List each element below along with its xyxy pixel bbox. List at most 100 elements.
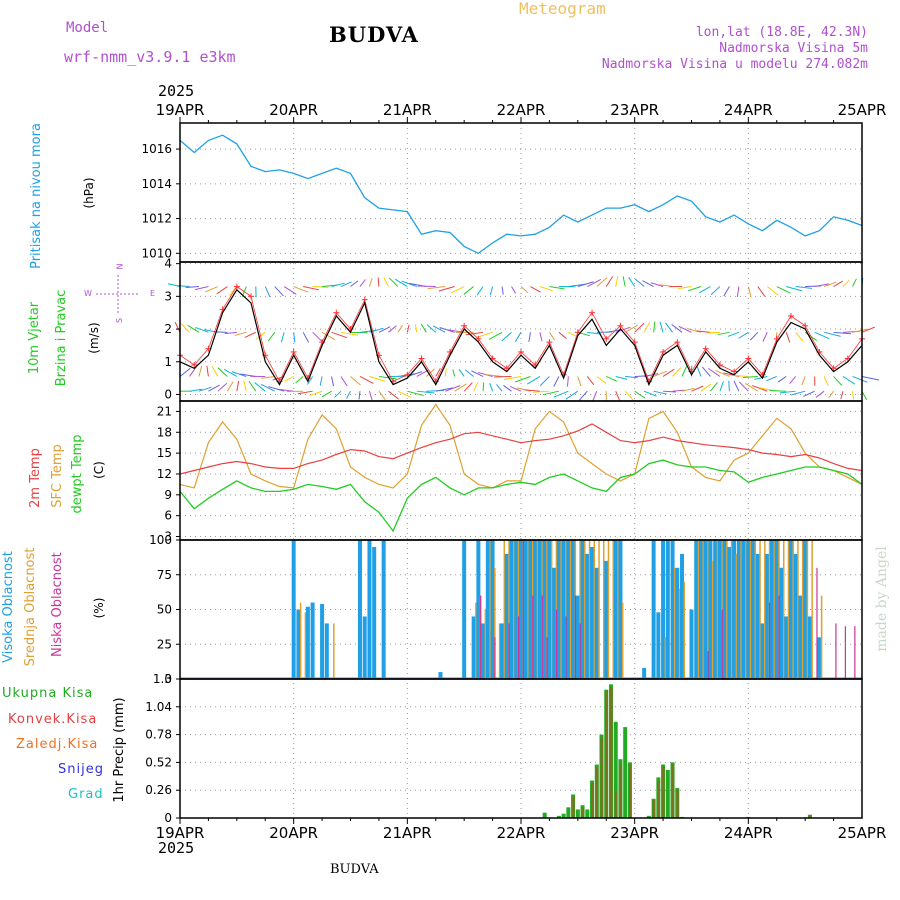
wind-arrow bbox=[471, 370, 484, 377]
wind-arrow bbox=[615, 390, 621, 402]
wind-arrow bbox=[696, 330, 711, 333]
model-label: Model bbox=[66, 20, 109, 36]
cloud-high-bar bbox=[571, 540, 576, 679]
wind-arrow bbox=[211, 366, 219, 377]
wind-arrow bbox=[383, 277, 389, 287]
date-label-bottom: 19APR bbox=[156, 824, 205, 842]
cloud-mid-bar bbox=[503, 540, 506, 679]
wind-arrow bbox=[801, 376, 806, 386]
wind-arrow bbox=[488, 331, 503, 340]
wind-arrow bbox=[587, 331, 602, 335]
wind-arrow bbox=[195, 326, 209, 333]
cloud-high-bar bbox=[471, 616, 476, 679]
gust-line bbox=[179, 285, 863, 383]
wind-arrow bbox=[624, 390, 634, 401]
wind-arrow bbox=[489, 286, 494, 296]
cloud-low-bar bbox=[518, 616, 520, 679]
wind-arrow bbox=[596, 277, 608, 287]
wind-arrow bbox=[509, 385, 522, 392]
cloud-high-bar bbox=[438, 672, 443, 679]
cloud-high-bar bbox=[296, 609, 301, 679]
cloud-high-bar bbox=[485, 540, 490, 679]
wind-arrow bbox=[738, 381, 749, 392]
wind-arrow bbox=[526, 376, 541, 385]
wind-arrow bbox=[501, 286, 504, 295]
wind-arrow bbox=[224, 331, 237, 335]
wind-arrow bbox=[624, 324, 638, 333]
wind-arrow bbox=[568, 283, 586, 288]
precip-convective-bar bbox=[609, 687, 613, 818]
cloud-high-bar bbox=[741, 540, 746, 679]
wind-arrow bbox=[681, 387, 695, 392]
cloud-low-bar bbox=[854, 626, 856, 679]
chart-title: Meteogram bbox=[519, 0, 606, 18]
wind-arrow bbox=[539, 332, 543, 342]
precip-total-bar bbox=[575, 809, 580, 818]
cloud-mid-bar bbox=[745, 540, 747, 679]
cloud-mid-bar bbox=[546, 540, 548, 679]
cloud-low-bar bbox=[494, 637, 496, 679]
cloud-mid-bar bbox=[299, 602, 302, 679]
cloud-mid-bar bbox=[764, 540, 766, 679]
wind-arrow bbox=[283, 286, 297, 295]
precip-convective-bar bbox=[600, 737, 604, 818]
cloud-mid-bar bbox=[702, 540, 704, 679]
wind-arrow bbox=[596, 376, 607, 384]
wind-arrow bbox=[747, 286, 752, 298]
wind-arrow bbox=[489, 382, 494, 392]
wind-arrow bbox=[634, 278, 645, 287]
cloud-high-bar bbox=[462, 540, 467, 679]
wind-arrow bbox=[321, 331, 336, 341]
wind-arrow bbox=[728, 380, 730, 392]
wind-arrow bbox=[312, 331, 323, 342]
cloud-high-bar bbox=[746, 540, 751, 679]
wind-arrow bbox=[189, 388, 203, 392]
precip-total-bar bbox=[542, 812, 547, 818]
wind-arrow bbox=[416, 390, 435, 394]
cloud-mid-bar bbox=[707, 540, 709, 679]
wind-arrow bbox=[785, 332, 791, 343]
wind-arrow bbox=[644, 373, 659, 377]
wind-arrow bbox=[303, 286, 320, 291]
precip-convective-bar bbox=[605, 691, 608, 818]
cloud-high-bar bbox=[291, 540, 296, 679]
wind-arrow bbox=[293, 332, 296, 343]
cloud-mid-bar bbox=[527, 540, 529, 679]
wind-arrow bbox=[606, 376, 618, 382]
wind-arrow bbox=[710, 286, 721, 296]
cloud-high-bar bbox=[509, 540, 514, 679]
wind-arrow bbox=[426, 324, 437, 333]
cloud-high-bar bbox=[514, 540, 519, 679]
cloud-high-bar bbox=[713, 540, 718, 679]
wind-arrow bbox=[206, 365, 209, 377]
wind-arrow bbox=[217, 367, 228, 377]
cloud-mid-bar bbox=[565, 540, 567, 679]
wind-arrow bbox=[754, 375, 768, 380]
wind-arrow bbox=[438, 286, 455, 292]
wind-arrow bbox=[688, 286, 702, 292]
cloud-tick-label: 0 bbox=[164, 672, 172, 686]
cloud-high-bar bbox=[765, 553, 770, 679]
cloud-mid-bar bbox=[797, 540, 799, 679]
wind-arrow bbox=[814, 283, 830, 288]
wind-arrow bbox=[686, 328, 702, 333]
cloud-high-bar bbox=[500, 623, 505, 679]
temp-tick-label: 6 bbox=[164, 509, 172, 523]
cloud-high-bar bbox=[689, 609, 694, 679]
cloud-mid-bar bbox=[716, 540, 719, 679]
wind-arrow bbox=[450, 286, 465, 294]
wind-arrow bbox=[369, 375, 386, 382]
wind-arrow bbox=[435, 387, 453, 392]
cloud-mid-bar bbox=[550, 540, 553, 679]
wind-arrow bbox=[394, 278, 408, 287]
wind-arrow bbox=[769, 389, 787, 392]
cloud-high-bar bbox=[703, 540, 708, 679]
wind-arrow bbox=[261, 375, 275, 379]
cloud-high-bar bbox=[305, 606, 310, 679]
wind-arrow bbox=[264, 286, 271, 298]
wind-arrow bbox=[678, 325, 692, 333]
date-label-top: 23APR bbox=[610, 101, 659, 119]
precip-tick-label: 1.3 bbox=[153, 672, 172, 686]
wind-arrow bbox=[520, 286, 529, 294]
